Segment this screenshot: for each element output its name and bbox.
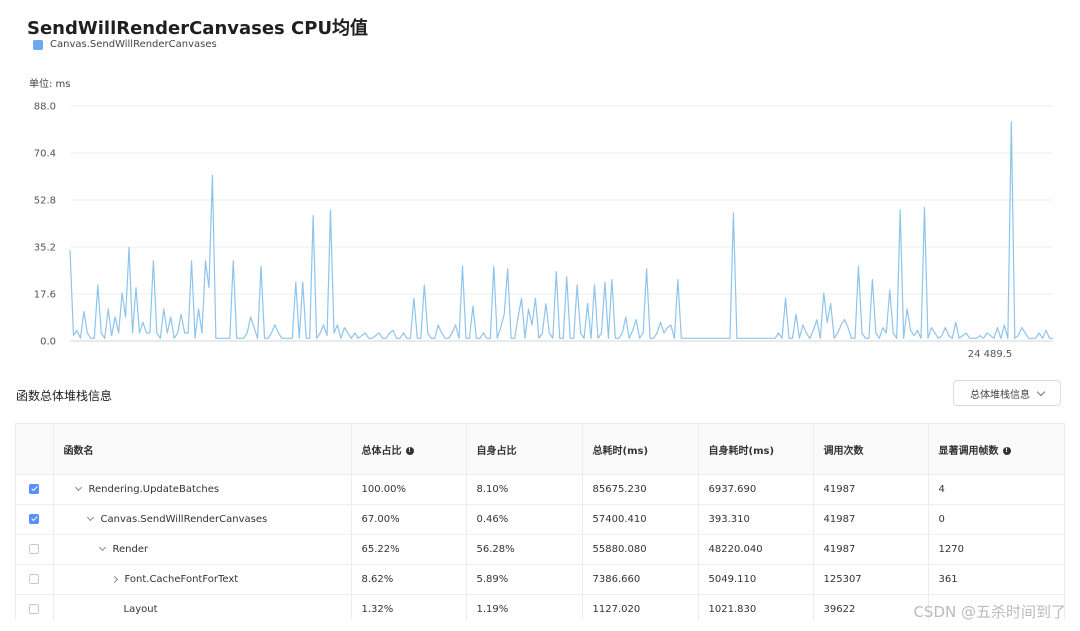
frames-cell: 4: [928, 474, 1064, 505]
legend-swatch: [33, 39, 43, 50]
self-ms-cell: 393.310: [698, 504, 814, 535]
table-header-row: 函数名 总体占比! 自身占比 总耗时(ms) 自身耗时(ms) 调用次数 显著调…: [16, 424, 1064, 475]
total-ms-cell: 85675.230: [582, 474, 699, 505]
self-ms-cell: 48220.040: [698, 534, 814, 565]
header-frames[interactable]: 显著调用帧数!: [928, 424, 1064, 475]
total-ms-cell: 1127.020: [582, 594, 699, 620]
info-icon[interactable]: !: [1002, 446, 1011, 455]
cpu-line-chart[interactable]: 88.0 70.4 52.8 35.2 17.6 0.0 24 489.5: [0, 95, 1080, 365]
function-name-cell[interactable]: Font.CacheFontForText: [53, 564, 352, 595]
dropdown-selected-value: 总体堆栈信息: [970, 389, 1030, 401]
frames-cell: 1270: [928, 534, 1064, 565]
unit-label: 单位: ms: [29, 79, 71, 90]
frames-cell: [928, 594, 1064, 620]
total-pct-cell: 8.62%: [351, 564, 467, 595]
chevron-down-icon[interactable]: [86, 513, 94, 521]
table-row[interactable]: Render 65.22% 56.28% 55880.080 48220.040 4198…: [16, 534, 1064, 565]
y-tick-label: 35.2: [34, 243, 56, 254]
chart-title: SendWillRenderCanvases CPU均值: [27, 18, 369, 39]
self-pct-cell: 1.19%: [466, 594, 583, 620]
chevron-down-icon: [1036, 387, 1046, 396]
chevron-down-icon[interactable]: [74, 483, 82, 491]
total-pct-cell: 65.22%: [351, 534, 467, 565]
row-checkbox[interactable]: [29, 604, 40, 614]
x-tick-label: 24 489.5: [968, 349, 1013, 360]
frames-cell: 0: [928, 504, 1064, 535]
y-tick-label: 0.0: [40, 337, 56, 348]
calls-cell: 41987: [813, 504, 929, 535]
row-checkbox[interactable]: [29, 574, 40, 584]
function-stack-table: 函数名 总体占比! 自身占比 总耗时(ms) 自身耗时(ms) 调用次数 显著调…: [15, 423, 1065, 620]
total-ms-cell: 7386.660: [582, 564, 699, 595]
row-checkbox-cell: [16, 534, 54, 565]
table-row[interactable]: Rendering.UpdateBatches 100.00% 8.10% 85675…: [16, 474, 1064, 505]
total-pct-cell: 1.32%: [351, 594, 467, 620]
calls-cell: 41987: [813, 474, 929, 505]
header-checkbox-cell: [16, 424, 54, 475]
table-row[interactable]: Font.CacheFontForText 8.62% 5.89% 7386.660 5…: [16, 564, 1064, 595]
series-line[interactable]: [69, 121, 1053, 339]
y-tick-label: 52.8: [34, 196, 56, 207]
function-name-cell[interactable]: Rendering.UpdateBatches: [53, 474, 352, 505]
header-total-ms[interactable]: 总耗时(ms): [582, 424, 699, 475]
function-name: Layout: [123, 604, 158, 615]
function-name-cell[interactable]: Canvas.SendWillRenderCanvases: [53, 504, 352, 535]
header-total-pct[interactable]: 总体占比!: [351, 424, 467, 475]
header-calls[interactable]: 调用次数: [813, 424, 929, 475]
chart-legend[interactable]: Canvas.SendWillRenderCanvases: [33, 39, 217, 50]
row-checkbox-cell: [16, 564, 54, 595]
info-icon[interactable]: !: [405, 446, 414, 455]
function-name: Rendering.UpdateBatches: [88, 484, 220, 495]
header-self-pct[interactable]: 自身占比: [466, 424, 583, 475]
calls-cell: 125307: [813, 564, 929, 595]
chevron-right-icon[interactable]: [110, 575, 118, 583]
table-row[interactable]: Canvas.SendWillRenderCanvases 67.00% 0.46%…: [16, 504, 1064, 535]
legend-label: Canvas.SendWillRenderCanvases: [50, 39, 217, 50]
row-checkbox-cell: [16, 594, 54, 620]
watermark: CSDN @五杀时间到了: [913, 603, 1066, 621]
y-tick-label: 17.6: [34, 290, 56, 301]
total-ms-cell: 55880.080: [582, 534, 699, 565]
self-pct-cell: 56.28%: [466, 534, 583, 565]
calls-cell: 41987: [813, 534, 929, 565]
function-name: Canvas.SendWillRenderCanvases: [100, 514, 268, 525]
self-pct-cell: 5.89%: [466, 564, 583, 595]
row-checkbox-cell: [16, 474, 54, 505]
section-title: 函数总体堆栈信息: [16, 389, 113, 403]
self-ms-cell: 6937.690: [698, 474, 814, 505]
calls-cell: 39622: [813, 594, 929, 620]
row-checkbox[interactable]: [29, 544, 40, 554]
self-ms-cell: 5049.110: [698, 564, 814, 595]
frames-cell: 361: [928, 564, 1064, 595]
table-row[interactable]: Layout 1.32% 1.19% 1127.020 1021.830 39622: [16, 594, 1064, 620]
function-name: Render: [112, 544, 149, 555]
row-checkbox-cell: [16, 504, 54, 535]
y-tick-label: 88.0: [34, 102, 56, 113]
row-checkbox[interactable]: [29, 514, 40, 524]
self-ms-cell: 1021.830: [698, 594, 814, 620]
y-tick-label: 70.4: [34, 149, 56, 160]
function-name-cell[interactable]: Layout: [53, 594, 352, 620]
total-pct-cell: 100.00%: [351, 474, 467, 505]
header-self-ms[interactable]: 自身耗时(ms): [698, 424, 814, 475]
self-pct-cell: 0.46%: [466, 504, 583, 535]
function-name-cell[interactable]: Render: [53, 534, 352, 565]
header-function-name[interactable]: 函数名: [53, 424, 352, 475]
stack-info-dropdown[interactable]: 总体堆栈信息: [953, 380, 1061, 406]
function-name: Font.CacheFontForText: [124, 574, 239, 585]
chevron-down-icon[interactable]: [98, 543, 106, 551]
row-checkbox[interactable]: [29, 484, 40, 494]
total-ms-cell: 57400.410: [582, 504, 699, 535]
total-pct-cell: 67.00%: [351, 504, 467, 535]
self-pct-cell: 8.10%: [466, 474, 583, 505]
